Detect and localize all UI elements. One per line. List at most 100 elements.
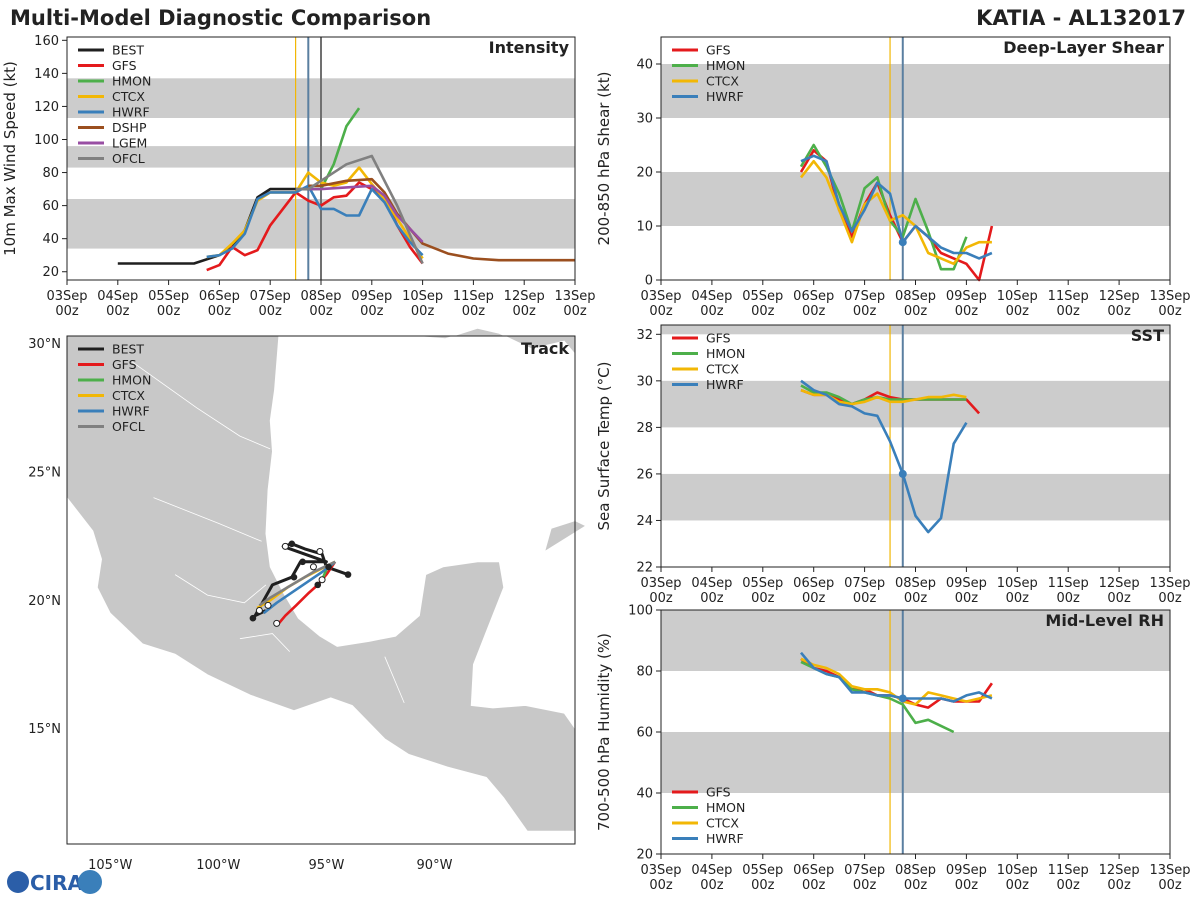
xtick-label: 12Sep 00z: [1099, 576, 1140, 606]
ytick-label: 40: [636, 787, 653, 802]
xtick-label: 09Sep 00z: [351, 289, 392, 319]
xtick-hour: 00z: [1006, 878, 1030, 893]
xtick-day: 09Sep: [946, 576, 987, 591]
xtick-hour: 00z: [1107, 304, 1131, 319]
xtick-label: 07Sep 00z: [844, 576, 885, 606]
lon-label: 95°W: [308, 858, 344, 873]
xtick-hour: 00z: [955, 591, 979, 606]
y-axis-label: 700-500 hPa Humidity (%): [595, 633, 613, 831]
ytick-label: 0: [645, 274, 653, 289]
panel-title: Track: [521, 339, 569, 358]
ytick-label: 20: [42, 265, 59, 280]
figure-title: Multi-Model Diagnostic Comparison: [10, 6, 431, 30]
legend-label-ofcl: OFCL: [112, 151, 145, 166]
ytick-label: 26: [636, 467, 653, 482]
ytick-label: 20: [636, 166, 653, 181]
state-border-2: [174, 574, 267, 604]
xtick-day: 10Sep: [402, 289, 443, 304]
current-marker: [898, 469, 907, 478]
storm-id: KATIA - AL132017: [976, 6, 1186, 30]
legend-label-hmon: HMON: [112, 373, 151, 388]
ytick-label: 22: [636, 561, 653, 576]
state-border-1: [153, 497, 262, 542]
xtick-day: 06Sep: [199, 289, 240, 304]
ytick-label: 40: [636, 58, 653, 73]
xtick-day: 11Sep: [1048, 863, 1089, 878]
xtick-hour: 00z: [802, 304, 826, 319]
legend-label-ctcx: CTCX: [706, 74, 739, 89]
legend-label-hmon: HMON: [706, 346, 745, 361]
legend-label-best: BEST: [112, 342, 144, 357]
xtick-label: 13Sep 00z: [554, 289, 595, 319]
xtick-hour: 00z: [802, 878, 826, 893]
xtick-hour: 00z: [1057, 304, 1081, 319]
xtick-day: 13Sep: [1149, 863, 1190, 878]
xtick-hour: 00z: [1107, 591, 1131, 606]
track-panel: 105°W 100°W 95°W 90°W 15°N 20°N 25°N 30°N Track B…: [28, 327, 587, 873]
lon-label: 100°W: [196, 858, 240, 873]
legend-label-gfs: GFS: [706, 785, 731, 800]
ytick-label: 80: [636, 665, 653, 680]
xtick-hour: 00z: [1158, 591, 1182, 606]
current-marker: [898, 694, 907, 703]
xtick-day: 07Sep: [844, 289, 885, 304]
track-gfs: [277, 561, 337, 625]
xtick-hour: 00z: [259, 304, 283, 319]
xtick-hour: 00z: [751, 304, 775, 319]
xtick-day: 09Sep: [351, 289, 392, 304]
xtick-hour: 00z: [700, 878, 724, 893]
xtick-day: 04Sep: [691, 863, 732, 878]
logo-globe-right: [78, 870, 102, 894]
xtick-hour: 00z: [462, 304, 486, 319]
lat-label: 25°N: [28, 465, 61, 480]
xtick-label: 08Sep 00z: [895, 863, 936, 893]
lat-label: 15°N: [28, 722, 61, 737]
xtick-day: 05Sep: [742, 576, 783, 591]
xtick-label: 04Sep 00z: [691, 576, 732, 606]
xtick-day: 03Sep: [640, 863, 681, 878]
xtick-label: 05Sep 00z: [742, 576, 783, 606]
series-ctcx: [206, 166, 424, 260]
track-best: [253, 542, 349, 618]
xtick-day: 09Sep: [946, 289, 987, 304]
xtick-hour: 00z: [802, 591, 826, 606]
xtick-day: 06Sep: [793, 863, 834, 878]
xtick-hour: 00z: [649, 591, 673, 606]
xtick-day: 05Sep: [742, 863, 783, 878]
xtick-day: 13Sep: [1149, 289, 1190, 304]
panel-title: Mid-Level RH: [1045, 611, 1164, 630]
xtick-day: 11Sep: [453, 289, 494, 304]
legend-label-hmon: HMON: [112, 74, 151, 89]
series-hwrf: [800, 379, 968, 534]
xtick-hour: 00z: [106, 304, 130, 319]
ytick-label: 20: [636, 848, 653, 863]
xtick-hour: 00z: [55, 304, 79, 319]
xtick-hour: 00z: [955, 878, 979, 893]
xtick-day: 03Sep: [640, 576, 681, 591]
current-marker: [898, 238, 907, 247]
legend-label-hwrf: HWRF: [112, 105, 150, 120]
xtick-day: 12Sep: [1099, 576, 1140, 591]
xtick-hour: 00z: [513, 304, 537, 319]
xtick-day: 12Sep: [504, 289, 545, 304]
ytick-label: 120: [34, 100, 59, 115]
xtick-label: 11Sep 00z: [1048, 289, 1089, 319]
track-point-filled: [299, 558, 306, 566]
xtick-day: 05Sep: [742, 289, 783, 304]
legend-label-hmon: HMON: [706, 800, 745, 815]
xtick-label: 08Sep 00z: [895, 576, 936, 606]
xtick-hour: 00z: [1158, 304, 1182, 319]
xtick-label: 12Sep 00z: [1099, 863, 1140, 893]
ytick-label: 160: [34, 34, 59, 49]
xtick-day: 06Sep: [793, 576, 834, 591]
xtick-hour: 00z: [649, 878, 673, 893]
legend-label-hwrf: HWRF: [706, 831, 744, 846]
legend-label-gfs: GFS: [706, 331, 731, 346]
xtick-label: 05Sep 00z: [742, 863, 783, 893]
xtick-label: 13Sep 00z: [1149, 289, 1190, 319]
xtick-day: 03Sep: [46, 289, 87, 304]
xtick-label: 11Sep 00z: [1048, 576, 1089, 606]
xtick-label: 12Sep 00z: [504, 289, 545, 319]
